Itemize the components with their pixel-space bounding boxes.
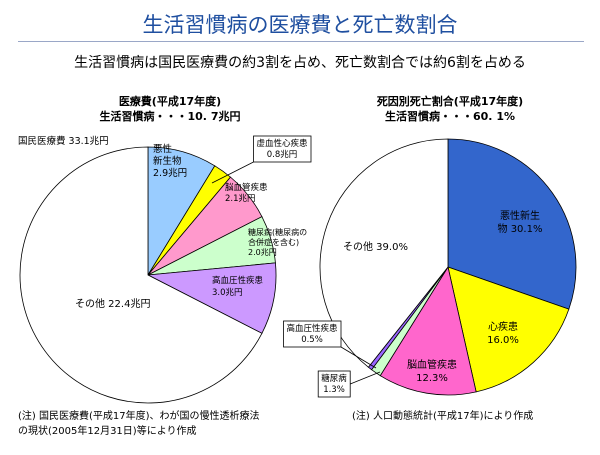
- slice-label-cost-0: 悪性新生物 2.9兆円: [153, 143, 187, 179]
- page-subtitle: 生活習慣病は国民医療費の約3割を占め、死亡数割合では約6割を占める: [74, 55, 526, 71]
- right-chart-subtitle: 生活習慣病・・・60. 1%: [385, 110, 515, 123]
- pie-slice-death-1: [447, 266, 570, 393]
- page-title: 生活習慣病の医療費と死亡数割合: [142, 13, 458, 37]
- right-chart-title: 死因別死亡割合(平成17年度): [376, 95, 524, 108]
- slice-label-death-5: その他 39.0%: [343, 240, 408, 253]
- right-pie: 悪性新生物 30.1% 心疾患 16.0% 脳血管疾患 12.3% 糖尿病 1.3% 高血圧性…: [283, 138, 577, 398]
- slice-label-death-4: 高血圧性疾患 0.5%: [286, 323, 338, 345]
- slice-label-cost-3: 糖尿病(糖尿病の合併症を含む) 2.0兆円: [248, 227, 307, 257]
- left-chart-title: 医療費(平成17年度): [118, 95, 222, 108]
- slice-label-cost-5: その他 22.4兆円: [75, 297, 150, 310]
- left-chart-subtitle: 生活習慣病・・・10. 7兆円: [99, 110, 241, 123]
- slice-label-cost-4: 高血圧性疾患 3.0兆円: [212, 275, 264, 298]
- slice-label-cost-1: 虚血性心疾患 0.8兆円: [256, 138, 308, 160]
- title-divider: [18, 41, 584, 42]
- pie-slice-cost-5: [19, 146, 263, 404]
- callout-box: [283, 320, 342, 348]
- left-note-line2: の現状(2005年12月31日)等により作成: [18, 426, 197, 437]
- callout-leader: [340, 346, 377, 369]
- callout-box: [253, 135, 312, 163]
- slice-label-death-0: 悪性新生物 30.1%: [498, 209, 543, 235]
- slice-label-death-2: 脳血管疾患 12.3%: [407, 358, 457, 384]
- callout-leader: [211, 161, 254, 184]
- slice-label-death-3: 糖尿病 1.3%: [321, 373, 347, 395]
- slice-label-cost-2: 脳血管疾患 2.1兆円: [225, 182, 268, 204]
- callout-leader: [350, 371, 381, 385]
- slice-label-death-1: 心疾患 16.0%: [487, 320, 519, 346]
- pie-slice-death-2: [379, 265, 477, 396]
- pie-slice-death-0: [447, 138, 577, 310]
- total-cost-label: 国民医療費 33.1兆円: [18, 135, 109, 147]
- callout-box: [317, 370, 351, 398]
- left-note-line1: (注) 国民医療費(平成17年度)、わが国の慢性透析療法: [18, 411, 260, 422]
- right-note: (注) 人口動態統計(平成17年)により作成: [352, 411, 534, 422]
